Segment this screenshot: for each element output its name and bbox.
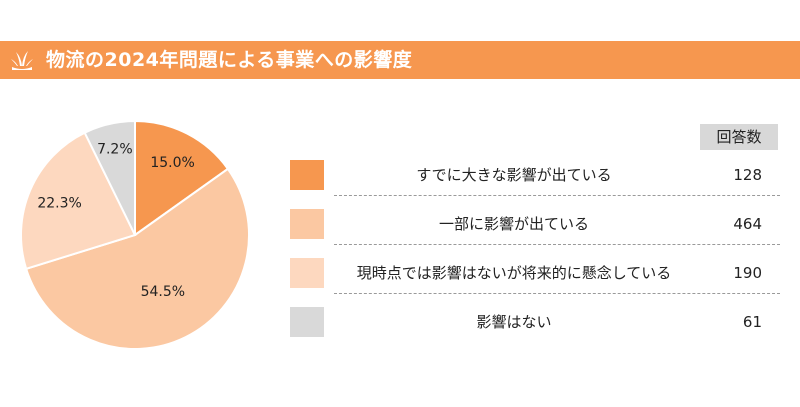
row-divider: [334, 244, 780, 245]
chart-title-bar: 物流の2024年問題による事業への影響度: [0, 41, 800, 79]
legend-swatch: [290, 160, 324, 190]
sprout-icon: [11, 51, 33, 70]
legend-row: 影響はない 61: [290, 307, 780, 343]
legend-row: 現時点では影響はないが将来的に懸念している 190: [290, 258, 780, 294]
chart-title: 物流の2024年問題による事業への影響度: [46, 49, 413, 71]
legend-swatch: [290, 209, 324, 239]
legend-row: 一部に影響が出ている 464: [290, 209, 780, 245]
pie-slice: [83, 119, 136, 236]
slice-percent-label: 7.2%: [97, 141, 133, 157]
count-column-header: 回答数: [700, 124, 778, 150]
response-count: 61: [742, 313, 762, 331]
row-divider: [334, 293, 780, 294]
legend-label: 現時点では影響はないが将来的に懸念している: [356, 264, 672, 282]
slice-percent-label: 54.5%: [141, 284, 185, 300]
legend-swatch: [290, 307, 324, 337]
pie-slice: [24, 167, 250, 350]
legend-label: 一部に影響が出ている: [438, 215, 589, 233]
legend-swatch: [290, 258, 324, 288]
slice-percent-label: 22.3%: [37, 196, 81, 212]
response-count: 464: [733, 215, 762, 233]
legend-row: すでに大きな影響が出ている 128: [290, 160, 780, 196]
legend-label: 影響はない: [476, 313, 552, 331]
legend-label: すでに大きな影響が出ている: [416, 166, 612, 184]
pie-slice: [134, 119, 230, 237]
slice-percent-label: 15.0%: [150, 155, 194, 171]
pie-slice: [20, 131, 137, 271]
pie-chart: 15.0% 54.5% 22.3% 7.2%: [20, 119, 250, 350]
response-count: 128: [733, 166, 762, 184]
row-divider: [334, 195, 780, 196]
response-count: 190: [733, 264, 762, 282]
